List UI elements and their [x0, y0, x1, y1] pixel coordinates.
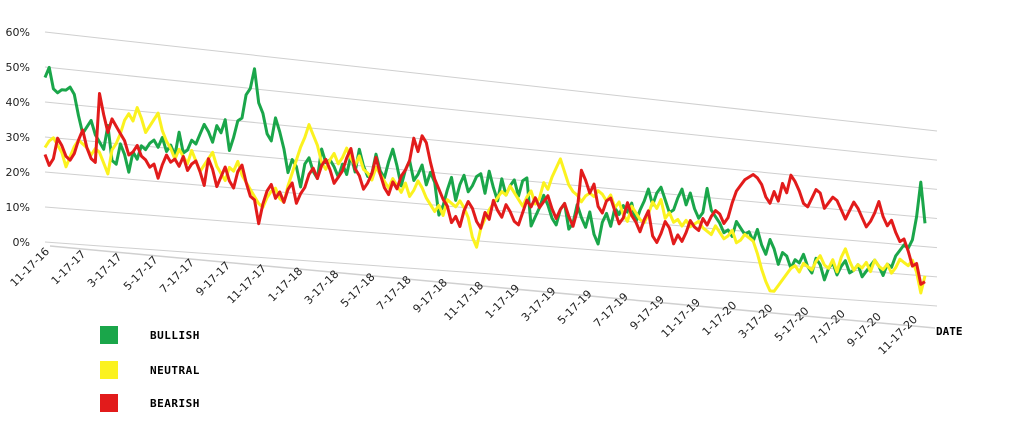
x-tick-label: 9-17-20 — [844, 310, 884, 350]
x-tick-label: 5-17-20 — [772, 304, 812, 344]
x-axis-title: DATE — [936, 325, 963, 338]
x-tick-label: 1-17-17 — [49, 248, 89, 288]
gridline — [44, 241, 938, 307]
legend-swatch — [100, 326, 118, 344]
y-tick-label: 60% — [6, 26, 30, 39]
legend-item-neutral: NEUTRAL — [100, 360, 200, 380]
x-tick-label: 9-17-18 — [410, 276, 450, 316]
y-tick-label: 40% — [6, 96, 30, 109]
legend-swatch — [100, 361, 118, 379]
x-tick-label: 9-17-17 — [193, 259, 233, 299]
y-tick-label: 20% — [6, 166, 30, 179]
x-tick-label: 1-17-18 — [266, 265, 306, 305]
x-tick-label: 9-17-19 — [627, 293, 667, 333]
x-tick-label: 5-17-17 — [121, 253, 161, 293]
legend-label: BULLISH — [150, 328, 200, 342]
legend-label: NEUTRAL — [150, 363, 200, 377]
legend-label: BEARISH — [150, 396, 200, 410]
x-tick-label: 3-17-20 — [736, 302, 776, 342]
x-tick-label: 11-17-16 — [8, 245, 53, 290]
series-line-bullish — [43, 65, 927, 282]
legend-item-bullish: BULLISH — [100, 325, 200, 345]
x-tick-label: 1-17-20 — [700, 299, 740, 339]
y-axis-tick-labels: 0% 10% 20% 30% 40% 50% 60% — [6, 26, 30, 249]
x-tick-label: 7-17-18 — [374, 273, 414, 313]
x-tick-label: 3-17-18 — [302, 268, 342, 308]
legend-item-bearish: BEARISH — [100, 393, 200, 413]
x-tick-label: 7-17-20 — [808, 307, 848, 347]
gridline — [44, 66, 938, 161]
legend-swatch — [100, 394, 118, 412]
series-line-neutral — [43, 106, 927, 295]
gridline — [44, 101, 938, 190]
series-line-bearish — [43, 92, 926, 286]
x-axis-baseline — [49, 245, 936, 329]
y-tick-label: 50% — [6, 61, 30, 74]
y-tick-label: 10% — [6, 201, 30, 214]
x-tick-label: 7-17-17 — [157, 256, 197, 296]
gridline — [44, 31, 938, 132]
chart-series — [43, 65, 927, 295]
y-tick-label: 0% — [13, 236, 30, 249]
x-tick-label: 5-17-18 — [338, 270, 378, 310]
y-tick-label: 30% — [6, 131, 30, 144]
x-tick-label: 3-17-17 — [85, 251, 125, 291]
